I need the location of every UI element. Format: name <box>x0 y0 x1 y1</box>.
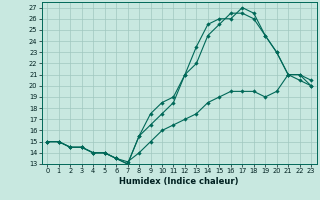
X-axis label: Humidex (Indice chaleur): Humidex (Indice chaleur) <box>119 177 239 186</box>
